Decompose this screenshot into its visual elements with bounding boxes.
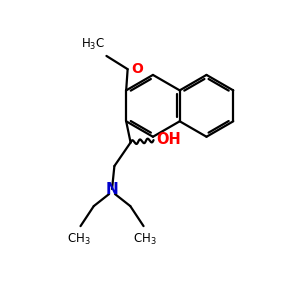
Text: OH: OH <box>157 132 181 147</box>
Text: CH$_3$: CH$_3$ <box>67 231 91 247</box>
Text: N: N <box>106 182 118 196</box>
Text: CH$_3$: CH$_3$ <box>133 231 157 247</box>
Text: O: O <box>131 61 143 76</box>
Text: H$_3$C: H$_3$C <box>81 36 105 52</box>
